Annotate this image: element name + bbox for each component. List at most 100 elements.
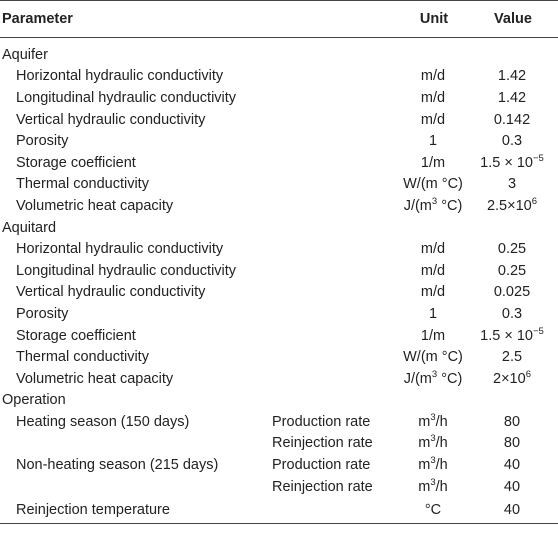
text-part: 1.5 × 10	[480, 154, 533, 171]
unit-cell: m/d	[420, 68, 446, 85]
parameter-cell: Horizontal hydraulic conductivity	[16, 241, 224, 258]
section-title: Aquitard	[2, 219, 57, 236]
section-row: Operation	[0, 390, 558, 412]
unit-cell: m3/h	[400, 411, 466, 433]
parameter-cell	[0, 433, 267, 455]
superscript: 3	[430, 433, 436, 445]
data-row: Non-heating season (215 days) Production …	[0, 454, 558, 476]
text-part: m	[418, 457, 431, 474]
value-cell: 1.5 × 10−5	[466, 152, 558, 174]
unit-cell: m3/h	[400, 433, 466, 455]
superscript: 3	[431, 196, 438, 208]
data-row: Reinjection rate m3/h 40	[0, 476, 558, 498]
data-row: Volumetric heat capacity J/(m3 °C) 2×106	[0, 368, 558, 390]
superscript: 3	[430, 412, 436, 424]
sub-parameter-cell: Reinjection rate	[272, 478, 373, 495]
unit-cell: 1/m	[420, 154, 446, 171]
value-cell: 3	[507, 176, 517, 193]
unit-cell: m/d	[420, 89, 446, 106]
superscript: 6	[525, 368, 531, 380]
data-row: Thermal conductivity W/(m °C) 3	[0, 174, 558, 196]
parameter-cell: Vertical hydraulic conductivity	[16, 111, 206, 128]
parameter-cell: Volumetric heat capacity	[16, 197, 174, 214]
parameter-cell: Porosity	[16, 305, 69, 322]
text-part: m	[418, 413, 431, 430]
data-row: Longitudinal hydraulic conductivity m/d 1.…	[0, 87, 558, 109]
unit-cell: m/d	[420, 284, 446, 301]
value-cell: 0.25	[497, 262, 527, 279]
data-row: Porosity 1 0.3	[0, 130, 558, 152]
data-row: Porosity 1 0.3	[0, 303, 558, 325]
parameter-cell: Thermal conductivity	[16, 349, 149, 366]
data-row: Thermal conductivity W/(m °C) 2.5	[0, 346, 558, 368]
superscript: 3	[430, 476, 436, 488]
text-part: J/(m	[403, 197, 432, 214]
value-cell: 0.3	[501, 133, 523, 150]
text-part: /h	[435, 457, 448, 474]
value-cell: 1.42	[497, 68, 527, 85]
section-title: Operation	[2, 392, 66, 409]
parameter-cell: Reinjection temperature	[16, 502, 170, 519]
unit-cell: m3/h	[400, 454, 466, 476]
unit-cell: °C	[424, 502, 442, 519]
parameter-cell: Horizontal hydraulic conductivity	[16, 68, 224, 85]
value-cell: 2.5	[501, 349, 523, 366]
section-title: Aquifer	[2, 46, 48, 63]
parameter-cell: Porosity	[16, 133, 69, 150]
data-row: Longitudinal hydraulic conductivity m/d 0.…	[0, 260, 558, 282]
header-row: Parameter Unit Value	[0, 0, 558, 38]
superscript: 3	[430, 455, 436, 467]
unit-cell: 1	[428, 305, 438, 322]
section-row: Aquitard	[0, 217, 558, 239]
section-row: Aquifer	[0, 38, 558, 66]
parameter-cell: Storage coefficient	[16, 327, 136, 344]
header-cell: Value	[494, 11, 532, 27]
superscript: 6	[531, 196, 538, 208]
parameter-cell: Longitudinal hydraulic conductivity	[16, 262, 237, 279]
value-cell: 1.42	[497, 89, 527, 106]
sub-parameter-cell: Production rate	[272, 413, 371, 430]
data-row: Horizontal hydraulic conductivity m/d 0.25	[0, 238, 558, 260]
text-part: °C)	[437, 370, 463, 387]
value-cell: 0.3	[501, 305, 523, 322]
unit-cell: W/(m °C)	[403, 349, 463, 366]
text-part: 2×10	[493, 370, 526, 387]
value-cell: 1.5 × 10−5	[466, 325, 558, 347]
parameter-cell: Storage coefficient	[16, 154, 136, 171]
data-row: Horizontal hydraulic conductivity m/d 1.42	[0, 66, 558, 88]
text-part: °C)	[437, 197, 463, 214]
parameter-cell: Longitudinal hydraulic conductivity	[16, 89, 237, 106]
parameter-cell: Vertical hydraulic conductivity	[16, 284, 206, 301]
data-row: Volumetric heat capacity J/(m3 °C) 2.5×106	[0, 195, 558, 217]
parameter-cell	[0, 476, 267, 498]
header-cell: Unit	[419, 11, 449, 27]
text-part: /h	[435, 435, 448, 452]
parameter-cell: Thermal conductivity	[16, 176, 149, 193]
parameter-cell: Volumetric heat capacity	[16, 370, 174, 387]
header-cell: Parameter	[2, 11, 73, 27]
data-row: Storage coefficient 1/m 1.5 × 10−5	[0, 152, 558, 174]
unit-cell: m3/h	[400, 476, 466, 498]
text-part: 1.5 × 10	[480, 327, 533, 344]
unit-cell: 1/m	[420, 327, 446, 344]
text-part: m	[418, 478, 431, 495]
superscript: 3	[431, 368, 438, 380]
data-row: Heating season (150 days) Production rate…	[0, 411, 558, 433]
text-part: /h	[435, 478, 448, 495]
unit-cell: J/(m3 °C)	[400, 368, 466, 390]
text-part: /h	[435, 413, 448, 430]
value-cell: 80	[503, 435, 521, 452]
text-part: m	[418, 435, 431, 452]
data-row: Reinjection rate m3/h 80	[0, 433, 558, 455]
sub-parameter-cell: Production rate	[272, 457, 371, 474]
unit-cell: m/d	[420, 241, 446, 258]
value-cell: 2×106	[466, 368, 558, 390]
data-row: Storage coefficient 1/m 1.5 × 10−5	[0, 325, 558, 347]
unit-cell: m/d	[420, 111, 446, 128]
value-cell: 40	[503, 457, 521, 474]
data-row: Reinjection temperature °C 40	[0, 497, 558, 524]
superscript: −5	[532, 325, 544, 337]
text-part: 2.5×10	[486, 197, 532, 214]
